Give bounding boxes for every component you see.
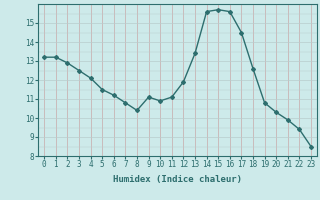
X-axis label: Humidex (Indice chaleur): Humidex (Indice chaleur) <box>113 175 242 184</box>
